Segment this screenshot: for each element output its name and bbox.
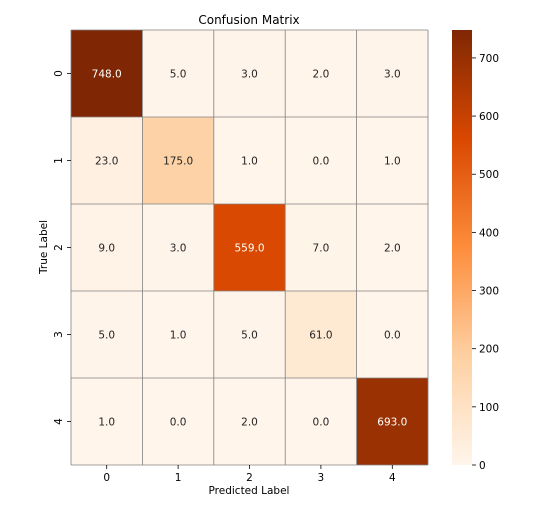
cell-value-label: 2.0 [384, 243, 401, 255]
colorbar-gradient [452, 30, 472, 465]
heatmap-cell [356, 291, 428, 378]
heatmap-cell [213, 30, 286, 117]
colorbar: 0 100 200 300 400 500 600 700 [452, 30, 499, 472]
y-tick-label: 1 [53, 157, 65, 164]
x-axis-ticks: 0 1 2 3 4 [103, 465, 396, 484]
heatmap-cell [142, 378, 214, 465]
heatmap-cell [71, 30, 143, 117]
colorbar-tick-label: 100 [479, 402, 499, 414]
heatmap-cell [285, 117, 357, 204]
cell-value-label: 559.0 [234, 243, 264, 255]
heatmap-cell [213, 117, 286, 204]
heatmap-cell [71, 204, 143, 291]
cell-value-label: 23.0 [95, 156, 118, 168]
heatmap-cell [356, 30, 428, 117]
colorbar-tick-label: 0 [479, 460, 486, 472]
heatmap-cell [285, 30, 357, 117]
cell-value-label: 1.0 [98, 417, 115, 429]
x-tick-label: 0 [103, 472, 110, 484]
x-tick-label: 4 [389, 472, 396, 484]
heatmap-cell [285, 204, 357, 291]
cell-value-label: 0.0 [170, 417, 187, 429]
heatmap-cell [142, 204, 214, 291]
colorbar-tick-label: 600 [479, 111, 499, 123]
cell-value-label: 7.0 [313, 243, 330, 255]
cell-value-label: 1.0 [384, 156, 401, 168]
heatmap-cell [71, 378, 143, 465]
colorbar-tick-label: 500 [479, 169, 499, 181]
cell-value-label: 5.0 [98, 330, 115, 342]
cell-value-label: 0.0 [313, 417, 330, 429]
cell-value-label: 1.0 [170, 330, 187, 342]
cell-value-label: 175.0 [163, 156, 193, 168]
heatmap-cell-labels: 748.0 5.0 3.0 2.0 3.0 23.0 175.0 1.0 0.0 1.0 9.0 3.… [92, 69, 408, 429]
x-axis-label: Predicted Label [209, 485, 290, 497]
heatmap-cell [213, 291, 286, 378]
cell-value-label: 0.0 [313, 156, 330, 168]
colorbar-tick-label: 400 [479, 227, 499, 239]
colorbar-ticks: 0 100 200 300 400 500 600 700 [472, 53, 499, 472]
heatmap-cell [285, 378, 357, 465]
heatmap-cell [71, 291, 143, 378]
heatmap-cell [213, 378, 286, 465]
y-axis-ticks: 0 1 2 3 4 [53, 70, 71, 425]
cell-value-label: 693.0 [377, 417, 407, 429]
cell-value-label: 9.0 [98, 243, 115, 255]
colorbar-tick-label: 200 [479, 344, 499, 356]
y-tick-label: 2 [53, 244, 65, 251]
heatmap-cell [356, 204, 428, 291]
heatmap-cell [356, 378, 428, 465]
y-tick-label: 4 [53, 418, 65, 425]
cell-value-label: 3.0 [241, 69, 258, 81]
heatmap-cell [356, 117, 428, 204]
y-axis-label: True Label [38, 220, 50, 275]
x-tick-label: 3 [318, 472, 325, 484]
cell-value-label: 3.0 [170, 243, 187, 255]
cell-value-label: 2.0 [241, 417, 258, 429]
heatmap-cells [71, 30, 428, 465]
x-tick-label: 1 [175, 472, 182, 484]
colorbar-tick-label: 300 [479, 286, 499, 298]
cell-value-label: 748.0 [92, 69, 122, 81]
y-tick-label: 0 [53, 70, 65, 77]
heatmap-cell [142, 117, 214, 204]
cell-value-label: 2.0 [313, 69, 330, 81]
colorbar-tick-label: 700 [479, 53, 499, 65]
heatmap-cell [213, 204, 286, 291]
cell-value-label: 1.0 [241, 156, 258, 168]
heatmap-cell [285, 291, 357, 378]
chart-title: Confusion Matrix [198, 13, 299, 27]
cell-value-label: 5.0 [170, 69, 187, 81]
heatmap-cell [142, 30, 214, 117]
heatmap-cell [142, 291, 214, 378]
cell-value-label: 5.0 [241, 330, 258, 342]
cell-value-label: 61.0 [309, 330, 332, 342]
cell-value-label: 3.0 [384, 69, 401, 81]
cell-value-label: 0.0 [384, 330, 401, 342]
x-tick-label: 2 [246, 472, 253, 484]
heatmap-cell [71, 117, 143, 204]
y-tick-label: 3 [53, 331, 65, 338]
